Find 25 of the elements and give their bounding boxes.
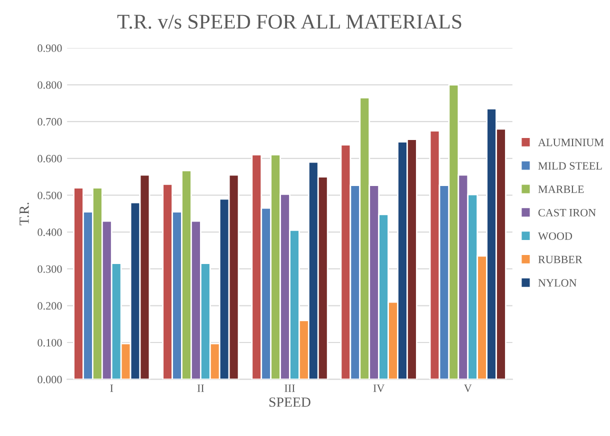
y-tick-label: 0.700 <box>38 118 62 126</box>
y-tick-label: 0.100 <box>38 338 62 347</box>
y-tick-label: 0.200 <box>38 302 62 310</box>
x-tick-label: IV <box>373 384 385 392</box>
legend-label: WOOD <box>538 232 572 240</box>
y-tick-label: 0.600 <box>38 154 62 162</box>
legend-label: RUBBER <box>538 256 582 264</box>
legend-label: ALUMINIUM <box>538 138 604 146</box>
y-tick-label: 0.000 <box>38 376 62 384</box>
y-tick-label: 0.800 <box>38 81 62 89</box>
y-tick-label: 0.900 <box>38 44 62 52</box>
x-tick-label: V <box>464 384 472 392</box>
y-tick-label: 0.300 <box>38 265 62 273</box>
legend-label: MARBLE <box>538 186 584 193</box>
x-tick-label: I <box>110 384 114 392</box>
legend-label: CAST IRON <box>538 208 596 216</box>
chart-title: T.R. v/s SPEED FOR ALL MATERIALS <box>117 14 462 29</box>
x-tick-label: II <box>197 384 204 392</box>
x-tick-label: III <box>284 384 295 392</box>
x-axis-title: SPEED <box>269 397 310 407</box>
y-tick-label: 0.500 <box>38 192 62 200</box>
legend-label: NYLON <box>538 279 577 287</box>
y-axis-title: T.R. <box>20 202 29 226</box>
legend-label: MILD STEEL <box>538 162 602 170</box>
y-tick-label: 0.400 <box>38 228 62 236</box>
